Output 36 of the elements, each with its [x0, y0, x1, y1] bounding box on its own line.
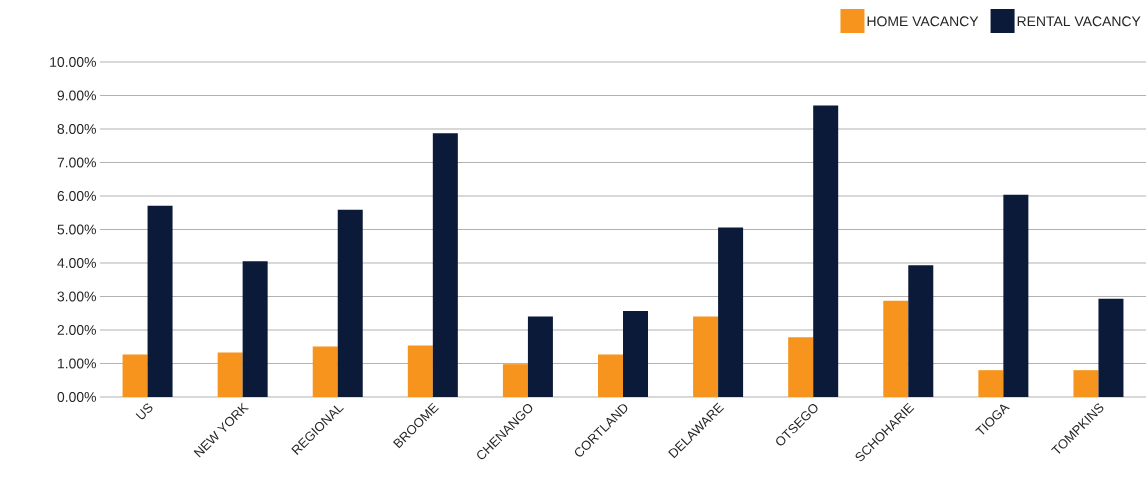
bar — [978, 370, 1004, 397]
bar — [432, 133, 458, 397]
bar — [312, 346, 338, 397]
y-tick-label: 2.00% — [57, 325, 96, 335]
legend-label: RENTAL VACANCY — [1017, 16, 1141, 27]
bar — [1003, 194, 1029, 397]
y-tick-label: 6.00% — [57, 191, 96, 201]
bar — [242, 261, 268, 397]
bar — [407, 345, 433, 397]
bar — [883, 300, 909, 397]
bar — [217, 352, 243, 397]
y-tick-label: 3.00% — [57, 291, 96, 302]
y-tick-label: 1.00% — [58, 358, 96, 369]
y-tick-label: 5.00% — [57, 224, 96, 235]
bar — [718, 227, 744, 397]
y-tick-label: 4.00% — [57, 258, 96, 268]
y-tick-label: 8.00% — [57, 124, 96, 134]
bar — [527, 316, 553, 397]
y-tick-label: 0.00% — [57, 392, 96, 402]
bar — [598, 354, 624, 397]
y-tick-label: 9.00% — [57, 90, 96, 101]
bar — [337, 209, 363, 397]
bar — [147, 205, 173, 397]
y-tick-label: 7.00% — [57, 157, 96, 168]
bar — [623, 310, 649, 397]
x-tick-label: US — [135, 403, 153, 420]
bar — [788, 337, 814, 397]
bar — [813, 105, 839, 397]
bar — [908, 265, 934, 397]
y-tick-label: 10.00% — [50, 57, 96, 67]
bar — [122, 354, 148, 397]
bar — [1098, 298, 1124, 397]
bar — [693, 316, 719, 397]
legend-label: HOME VACANCY — [867, 16, 979, 27]
bar — [1073, 370, 1099, 397]
bar — [502, 364, 528, 397]
